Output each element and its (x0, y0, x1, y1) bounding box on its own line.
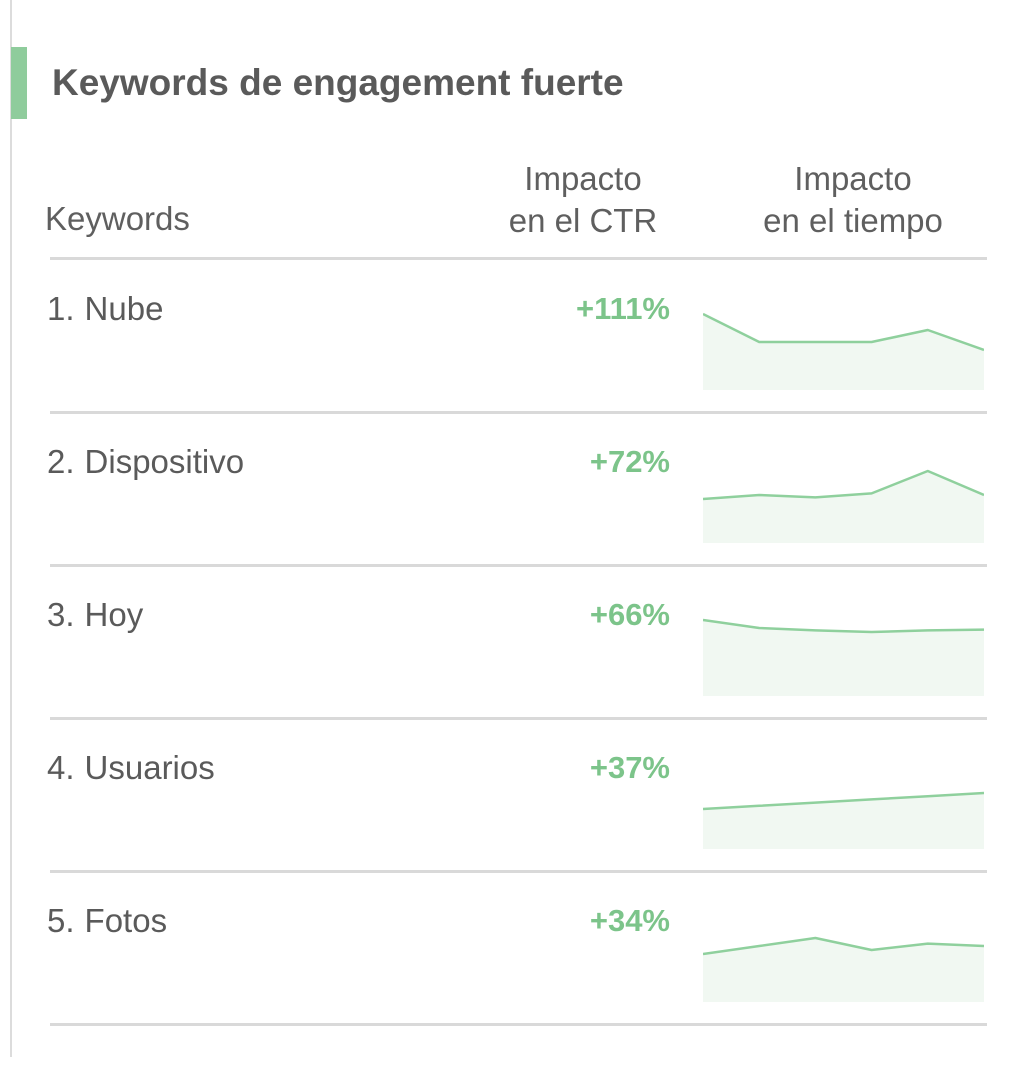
column-header-time-line2: en el tiempo (763, 202, 943, 239)
column-header-keywords: Keywords (45, 200, 190, 237)
keyword-rank: 1. (47, 290, 75, 327)
keyword-label: 4. Usuarios (47, 749, 215, 787)
sparkline-area (703, 471, 984, 543)
row-divider (50, 717, 987, 720)
sparkline-line (703, 791, 984, 811)
keyword-label: 2. Dispositivo (47, 443, 244, 481)
keyword-row[interactable]: 3. Hoy +66% (0, 566, 1014, 719)
ctr-impact-value: +37% (589, 750, 670, 785)
time-impact-sparkline (703, 312, 984, 390)
time-impact-sparkline (703, 791, 984, 849)
sparkline-line (703, 469, 984, 501)
sparkline-line (703, 936, 984, 956)
ctr-impact-value: +72% (589, 444, 670, 479)
panel-left-border (10, 0, 12, 1057)
row-divider (50, 870, 987, 873)
column-header-ctr-line1: Impacto (524, 160, 642, 197)
sparkline-line (703, 312, 984, 352)
column-header-time-line1: Impacto (794, 160, 912, 197)
panel-title: Keywords de engagement fuerte (52, 62, 624, 103)
ctr-impact-value: +34% (589, 903, 670, 938)
sparkline-line (703, 618, 984, 634)
row-divider (50, 1023, 987, 1026)
header-divider (50, 257, 987, 260)
keyword-rank: 4. (47, 749, 75, 786)
sparkline-area (703, 793, 984, 849)
keyword-rank: 2. (47, 443, 75, 480)
time-impact-sparkline (703, 469, 984, 543)
time-impact-sparkline (703, 936, 984, 1002)
sparkline-area (703, 314, 984, 390)
keyword-text: Nube (84, 290, 164, 327)
ctr-impact-value: +66% (589, 597, 670, 632)
keyword-rank: 5. (47, 902, 75, 939)
row-divider (50, 564, 987, 567)
title-accent-bar (11, 47, 27, 119)
keyword-label: 3. Hoy (47, 596, 143, 634)
sparkline-area (703, 938, 984, 1002)
column-header-ctr-impact: Impacto en el CTR (478, 158, 688, 242)
column-header-ctr-line2: en el CTR (508, 202, 658, 239)
keyword-label: 1. Nube (47, 290, 163, 328)
keyword-row[interactable]: 2. Dispositivo +72% (0, 413, 1014, 566)
ctr-impact-value: +111% (576, 291, 670, 326)
keyword-text: Dispositivo (84, 443, 245, 480)
keyword-text: Fotos (84, 902, 168, 939)
keyword-row[interactable]: 1. Nube +111% (0, 260, 1014, 413)
keyword-row[interactable]: 4. Usuarios +37% (0, 719, 1014, 872)
keyword-text: Usuarios (84, 749, 215, 786)
time-impact-sparkline (703, 618, 984, 696)
keyword-label: 5. Fotos (47, 902, 167, 940)
keyword-row[interactable]: 5. Fotos +34% (0, 872, 1014, 1025)
row-divider (50, 411, 987, 414)
column-header-time-impact: Impacto en el tiempo (703, 158, 1003, 242)
keyword-text: Hoy (84, 596, 144, 633)
sparkline-area (703, 620, 984, 696)
keyword-rank: 3. (47, 596, 75, 633)
